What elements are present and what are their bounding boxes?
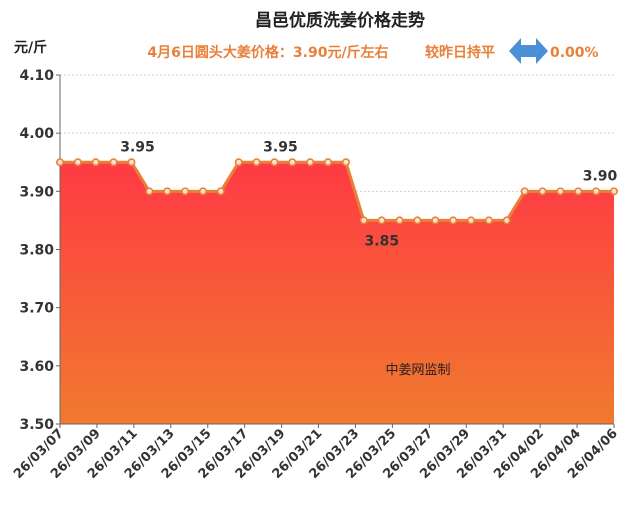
data-point — [91, 158, 100, 167]
y-tick-labels: 3.50 3.60 3.70 3.80 3.90 4.00 4.10 — [19, 68, 54, 433]
double-arrow-icon — [509, 38, 548, 64]
data-point — [449, 216, 458, 225]
y-tick-label: 4.10 — [19, 68, 54, 84]
data-point — [467, 216, 476, 225]
y-tick-label: 4.00 — [19, 126, 54, 142]
data-label: 3.90 — [583, 168, 618, 184]
data-point — [234, 158, 243, 167]
data-point — [181, 187, 190, 196]
data-point — [609, 187, 618, 196]
data-point — [359, 216, 368, 225]
data-point — [484, 216, 493, 225]
price-area — [60, 162, 614, 424]
data-point — [502, 216, 511, 225]
data-point — [163, 187, 172, 196]
data-point — [216, 187, 225, 196]
axes — [56, 74, 615, 428]
data-point — [377, 216, 386, 225]
data-point — [198, 187, 207, 196]
data-point — [127, 158, 136, 167]
x-tick-labels: 26/03/0726/03/0926/03/1126/03/1326/03/15… — [11, 426, 621, 482]
data-point — [520, 187, 529, 196]
data-point — [341, 158, 350, 167]
data-point — [395, 216, 404, 225]
data-point — [592, 187, 601, 196]
chart-title: 昌邑优质洗姜价格走势 — [255, 10, 425, 31]
data-point — [252, 158, 261, 167]
y-tick-label: 3.90 — [19, 184, 54, 200]
data-point — [324, 158, 333, 167]
y-tick-label: 3.80 — [19, 243, 54, 259]
y-axis-unit: 元/斤 — [14, 39, 47, 56]
watermark: 中姜网监制 — [385, 363, 450, 378]
data-label: 3.85 — [365, 233, 400, 249]
data-point — [145, 187, 154, 196]
data-point — [574, 187, 583, 196]
change-value: 0.00% — [550, 45, 599, 61]
change-label: 较昨日持平 — [425, 44, 495, 61]
data-labels: 3.95 3.95 3.85 3.90 — [120, 139, 617, 249]
y-tick-label: 3.60 — [19, 359, 54, 375]
data-point — [538, 187, 547, 196]
data-label: 3.95 — [120, 139, 155, 155]
data-point — [109, 158, 118, 167]
data-point — [413, 216, 422, 225]
data-point — [306, 158, 315, 167]
data-point — [55, 158, 64, 167]
data-point — [73, 158, 82, 167]
data-label: 3.95 — [263, 139, 298, 155]
data-point — [556, 187, 565, 196]
data-point — [288, 158, 297, 167]
data-points — [55, 158, 618, 225]
y-tick-label: 3.50 — [19, 417, 54, 433]
data-point — [431, 216, 440, 225]
chart-subtitle: 4月6日圆头大姜价格：3.90元/斤左右 — [147, 44, 388, 61]
y-tick-label: 3.70 — [19, 301, 54, 317]
data-point — [270, 158, 279, 167]
